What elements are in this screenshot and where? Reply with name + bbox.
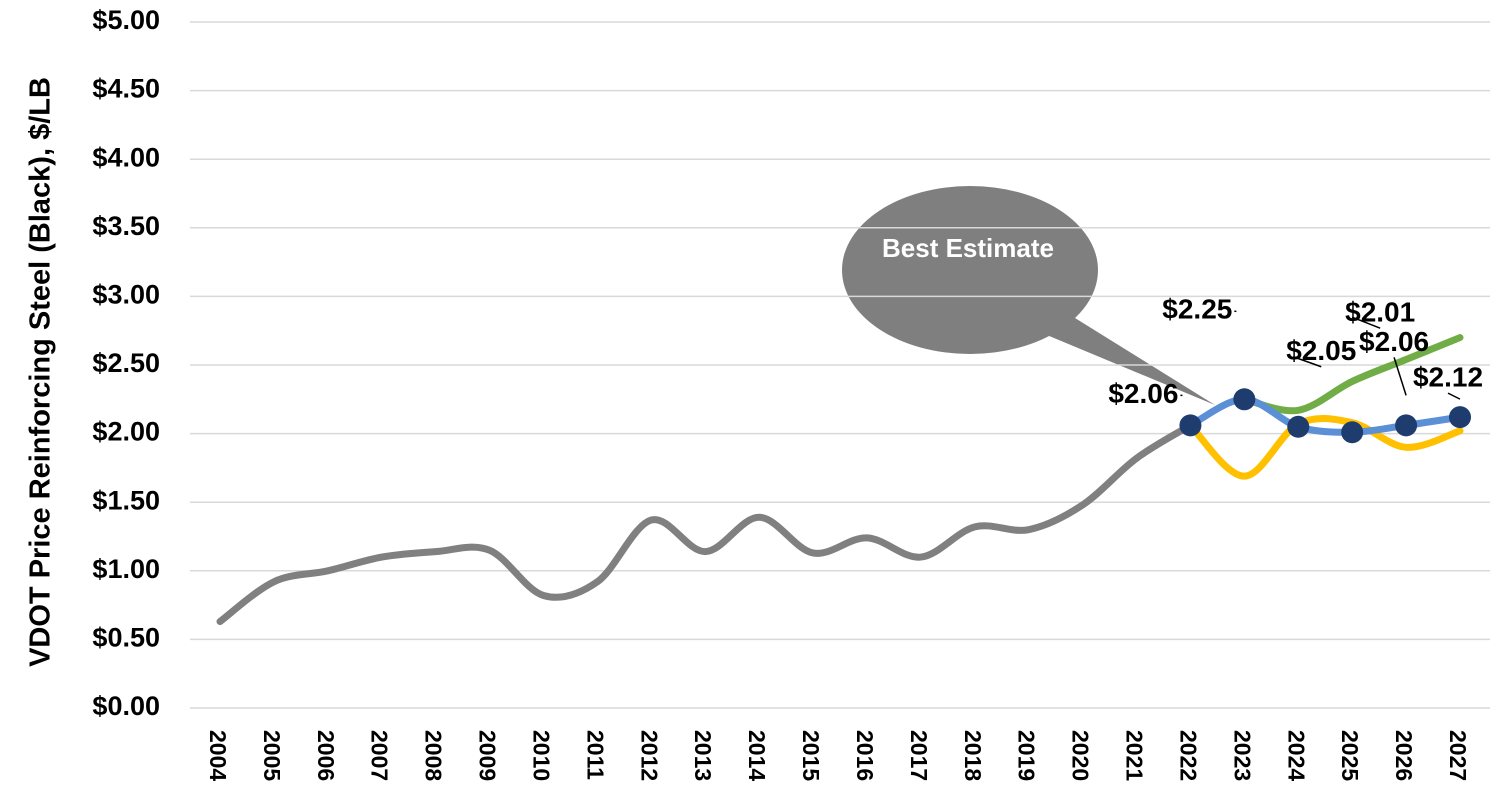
x-tick-label: 2011 [582, 730, 608, 780]
y-tick-label: $0.50 [92, 623, 160, 653]
y-tick-label: $5.00 [92, 5, 160, 35]
point-marker [1449, 406, 1471, 429]
x-tick-label: 2005 [259, 730, 285, 781]
data-label: $2.01 [1345, 297, 1415, 328]
point-marker [1179, 414, 1202, 437]
leader-line [1447, 392, 1461, 400]
series-line [216, 421, 1194, 626]
point-marker [1233, 388, 1256, 411]
series-line [1240, 334, 1464, 415]
point-marker [1287, 415, 1310, 438]
x-tick-label: 2016 [852, 730, 878, 781]
data-label: $2.25 [1162, 294, 1232, 325]
x-tick-label: 2004 [205, 730, 231, 781]
x-tick-label: 2018 [960, 730, 986, 781]
point-marker [1395, 414, 1418, 437]
x-tick-label: 2024 [1283, 730, 1309, 781]
y-tick-label: $3.00 [92, 280, 160, 310]
y-tick-label: $1.00 [92, 554, 160, 584]
x-tick-label: 2012 [636, 730, 662, 781]
data-label: $2.05 [1286, 335, 1356, 366]
leader-line [1351, 316, 1381, 329]
x-tick-label: 2017 [906, 730, 932, 781]
series-line [1186, 415, 1464, 480]
x-tick-label: 2006 [313, 730, 339, 781]
leader-line [1293, 356, 1322, 368]
point-marker [1341, 421, 1364, 444]
x-tick-label: 2020 [1068, 730, 1094, 781]
x-tick-label: 2009 [475, 730, 501, 781]
leader-line [1393, 357, 1407, 396]
x-tick-label: 2015 [798, 730, 824, 781]
x-tick-label: 2026 [1391, 730, 1417, 781]
y-tick-label: $4.00 [92, 142, 160, 172]
y-tick-label: $4.50 [92, 74, 160, 104]
data-label: $2.06 [1108, 378, 1178, 409]
x-tick-label: 2022 [1175, 730, 1201, 781]
callout-tail [1030, 318, 1215, 405]
x-tick-label: 2019 [1014, 730, 1040, 781]
callout-text: Best Estimate [882, 233, 1054, 263]
y-tick-label: $1.50 [92, 485, 160, 515]
y-tick-label: $3.50 [92, 211, 160, 241]
x-tick-label: 2014 [744, 730, 770, 781]
y-tick-label: $0.00 [92, 691, 160, 721]
data-label: $2.06 [1359, 326, 1429, 357]
x-tick-label: 2007 [367, 730, 393, 781]
x-tick-label: 2027 [1445, 730, 1471, 781]
y-tick-label: $2.00 [92, 417, 160, 447]
x-tick-label: 2023 [1229, 730, 1255, 781]
data-label: $2.12 [1413, 362, 1483, 393]
x-tick-label: 2010 [528, 730, 554, 781]
x-tick-label: 2008 [421, 730, 447, 781]
y-tick-label: $2.50 [92, 348, 160, 378]
y-axis-label: VDOT Price Reinforcing Steel (Black), $/… [25, 77, 57, 667]
x-tick-label: 2021 [1122, 730, 1148, 781]
x-tick-label: 2025 [1337, 730, 1363, 781]
x-tick-label: 2013 [690, 730, 716, 781]
